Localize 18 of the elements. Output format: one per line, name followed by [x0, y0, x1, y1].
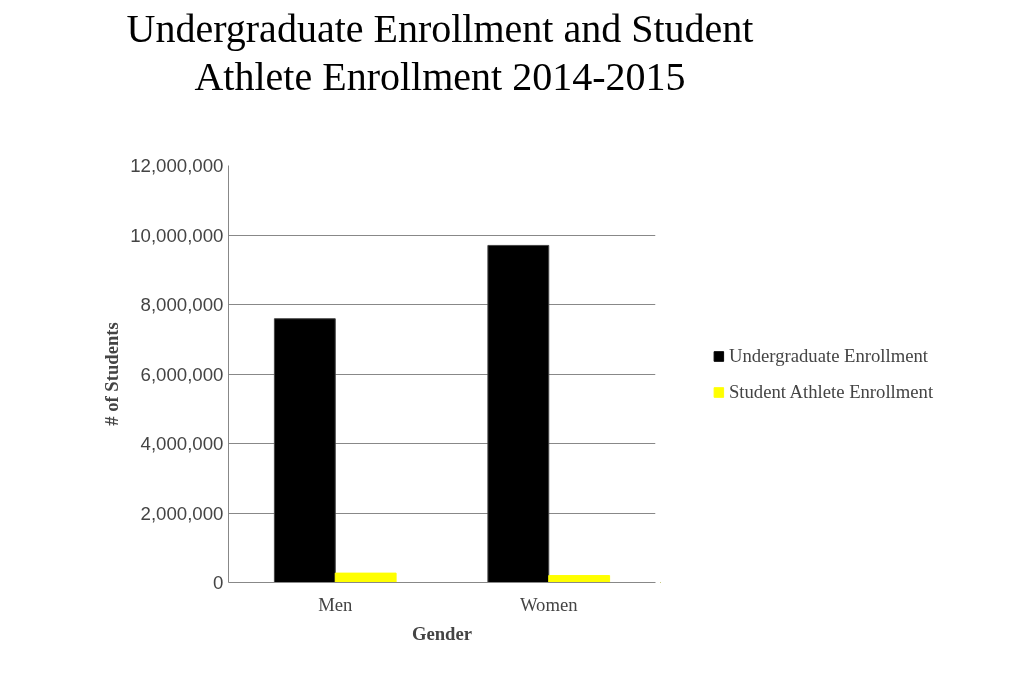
bar [273, 318, 336, 583]
y-tick-label: 8,000,000 [140, 294, 224, 315]
y-tick-label: 6,000,000 [140, 363, 224, 385]
y-tick-label: 12,000,000 [130, 155, 224, 176]
bar [548, 575, 611, 583]
x-tick-label: Women [519, 593, 579, 615]
bar [334, 572, 397, 583]
legend-label: Student Athlete Enrollment [728, 380, 934, 403]
x-axis-title: Gender [411, 622, 473, 644]
chart-title: Undergraduate Enrollment and Student Athlete Enrollment 2014-2015 [126, 5, 754, 101]
y-axis-title: # of Students [101, 322, 123, 426]
bar [487, 244, 550, 583]
y-tick-label: 4,000,000 [140, 433, 224, 454]
y-tick-label: 10,000,000 [130, 224, 224, 246]
y-tick-label: 0 [213, 572, 224, 593]
legend-label: Undergraduate Enrollment [728, 344, 929, 367]
x-tick-label: Men [318, 593, 354, 615]
y-tick-label: 2,000,000 [140, 502, 224, 524]
